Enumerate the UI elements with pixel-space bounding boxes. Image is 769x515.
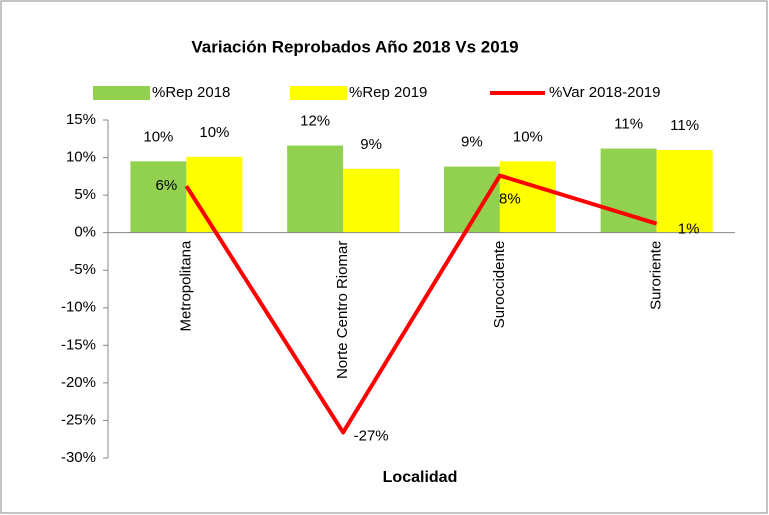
bar xyxy=(600,148,657,233)
line-value-label: 6% xyxy=(156,177,178,194)
x-tick-label: Metropolitana xyxy=(177,240,194,332)
y-tick-label: 10% xyxy=(66,149,96,166)
y-tick-label: 5% xyxy=(74,186,96,203)
x-axis-label: Localidad xyxy=(383,469,458,486)
bar-value-label: 10% xyxy=(143,128,173,145)
line-value-label: 8% xyxy=(499,191,521,208)
legend-label: %Var 2018-2019 xyxy=(549,84,660,101)
bar-value-label: 9% xyxy=(461,134,483,151)
bar xyxy=(656,150,713,233)
legend-label: %Rep 2019 xyxy=(349,84,427,101)
legend-swatch xyxy=(290,86,347,100)
y-tick-label: -10% xyxy=(61,299,96,316)
y-tick-label: -25% xyxy=(61,411,96,428)
line-value-label: -27% xyxy=(354,427,389,444)
bar-value-label: 9% xyxy=(360,136,382,153)
line-value-label: 1% xyxy=(678,221,700,238)
bar-value-label: 12% xyxy=(300,113,330,130)
y-tick-label: 0% xyxy=(74,224,96,241)
bar-value-label: 10% xyxy=(199,124,229,141)
legend-swatch xyxy=(93,86,150,100)
bar xyxy=(499,161,556,233)
bar xyxy=(287,145,344,233)
y-tick-label: -20% xyxy=(61,374,96,391)
y-tick-label: 15% xyxy=(66,111,96,128)
y-tick-label: -15% xyxy=(61,336,96,353)
bar-value-label: 11% xyxy=(614,116,643,133)
line xyxy=(184,173,658,435)
x-tick-label: Suroriente xyxy=(648,241,665,310)
x-tick-label: Suroccidente xyxy=(491,241,508,329)
bar xyxy=(343,168,400,233)
bar xyxy=(130,161,187,233)
bar-value-label: 11% xyxy=(670,117,699,134)
y-tick-label: -5% xyxy=(69,261,96,278)
bar xyxy=(186,156,243,233)
legend-label: %Rep 2018 xyxy=(152,84,230,101)
x-tick-label: Norte Centro Riomar xyxy=(334,241,351,379)
chart-title: Variación Reprobados Año 2018 Vs 2019 xyxy=(191,37,518,56)
y-tick-label: -30% xyxy=(61,449,96,466)
bar-value-label: 10% xyxy=(513,128,543,145)
